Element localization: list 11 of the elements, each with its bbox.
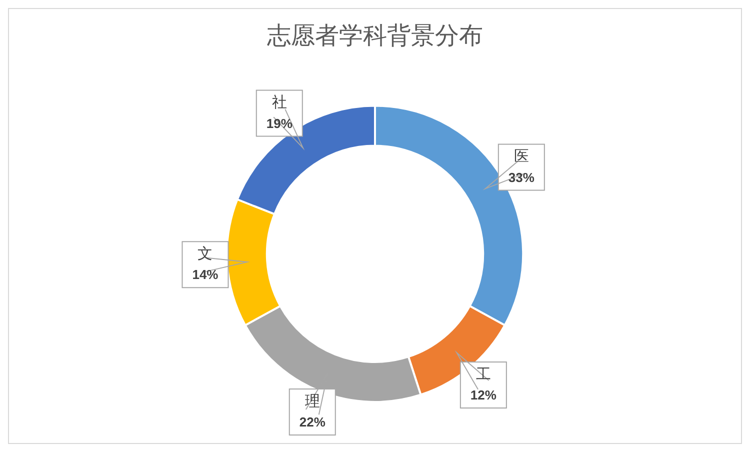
data-label: 33% [508, 170, 535, 185]
slice-label: 理 [304, 392, 320, 410]
data-label: 14% [192, 267, 219, 282]
chart-title: 志愿者学科背景分布 [267, 22, 483, 50]
slice-label: 工 [476, 364, 491, 383]
data-label: 19% [266, 116, 293, 131]
slice-label: 社 [272, 93, 287, 112]
slice-label: 文 [198, 244, 213, 262]
slice-label: 医 [514, 147, 529, 166]
data-label: 12% [470, 388, 497, 403]
data-label: 22% [299, 414, 326, 430]
